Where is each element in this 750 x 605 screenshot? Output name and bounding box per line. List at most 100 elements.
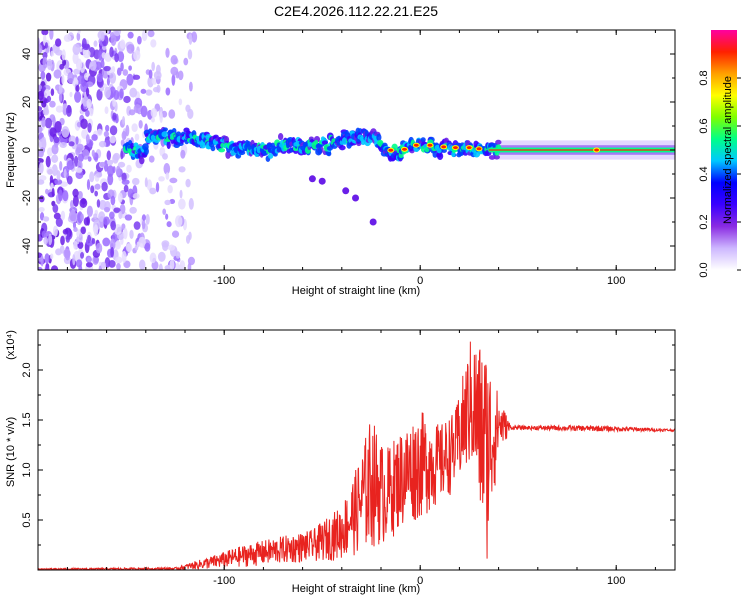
noise-blob — [165, 172, 170, 180]
noise-blob — [115, 165, 121, 177]
noise-blob — [87, 122, 92, 133]
noise-blob — [72, 194, 79, 207]
noise-blob — [54, 120, 62, 133]
noise-blob — [117, 50, 125, 63]
noise-blob — [123, 184, 129, 193]
noise-blob — [75, 167, 83, 173]
ridge-blob — [238, 150, 246, 156]
noise-blob — [49, 127, 57, 137]
noise-blob — [149, 252, 157, 264]
noise-blob — [165, 213, 169, 220]
noise-blob — [98, 140, 107, 148]
ridge-blob — [162, 127, 168, 132]
noise-blob — [82, 49, 91, 59]
ridge-blob — [161, 131, 169, 138]
noise-blob — [80, 226, 86, 235]
noise-blob — [90, 185, 95, 194]
noise-blob — [38, 195, 45, 203]
noise-blob — [103, 216, 110, 226]
noise-blob — [132, 177, 140, 186]
noise-blob — [150, 107, 158, 118]
noise-blob — [148, 155, 155, 163]
noise-blob — [85, 261, 93, 268]
noise-blob — [110, 195, 116, 206]
noise-blob — [45, 72, 52, 82]
noise-blob — [151, 117, 155, 123]
noise-blob — [102, 237, 111, 247]
side-blob — [342, 187, 350, 195]
noise-blob — [86, 179, 91, 191]
noise-blob — [166, 221, 172, 228]
noise-blob — [40, 255, 44, 267]
noise-blob — [120, 150, 124, 160]
noise-blob — [72, 188, 79, 198]
noise-blob — [86, 98, 92, 109]
noise-blob — [123, 95, 131, 104]
ridge-hotspot — [475, 146, 483, 152]
noise-blob — [127, 31, 134, 39]
x-tick-label: -100 — [213, 575, 235, 587]
noise-blob — [77, 30, 81, 35]
noise-blob — [138, 259, 146, 270]
noise-blob — [96, 89, 103, 101]
noise-blob — [121, 130, 127, 141]
noise-blob — [132, 193, 140, 199]
noise-blob — [61, 126, 70, 138]
noise-blob — [55, 217, 63, 227]
noise-blob — [85, 87, 90, 97]
ridge-blob — [218, 147, 226, 153]
noise-blob — [158, 263, 163, 270]
ridge-blob — [432, 151, 438, 158]
noise-blob — [95, 242, 103, 254]
ridge-blob — [488, 155, 496, 160]
noise-blob — [94, 190, 98, 197]
noise-blob — [151, 61, 155, 72]
side-blob — [318, 177, 326, 185]
noise-blob — [80, 118, 88, 130]
noise-blob — [52, 225, 58, 237]
noise-blob — [100, 31, 105, 42]
ridge-band — [122, 126, 675, 165]
noise-blob — [89, 60, 97, 71]
noise-blob — [51, 154, 59, 163]
noise-blob — [148, 69, 153, 79]
noise-blob — [155, 181, 160, 193]
noise-blob — [51, 144, 59, 155]
noise-blob — [45, 188, 49, 195]
noise-blob — [122, 69, 129, 76]
noise-blob — [44, 253, 50, 264]
noise-blob — [175, 251, 181, 259]
noise-blob — [110, 246, 115, 258]
side-blobs — [308, 175, 377, 226]
ridge-blob — [166, 141, 171, 150]
noise-blob — [161, 240, 170, 248]
noise-blob — [55, 49, 63, 56]
noise-blob — [98, 211, 106, 222]
noise-blob — [187, 49, 193, 60]
noise-blob — [115, 240, 121, 247]
noise-blob — [109, 72, 117, 84]
ridge-hotspot — [451, 145, 459, 151]
noise-blob — [48, 233, 53, 246]
noise-blob — [77, 191, 83, 200]
noise-blob — [114, 52, 119, 63]
noise-blob — [125, 243, 133, 253]
noise-blob — [78, 232, 83, 243]
noise-blob — [138, 119, 143, 129]
ridge-blob — [441, 148, 447, 153]
noise-blob — [96, 199, 101, 208]
noise-blob — [178, 70, 184, 81]
noise-blob — [167, 184, 173, 194]
ridge-hotspot — [387, 147, 395, 153]
noise-blob — [99, 161, 106, 168]
noise-blob — [75, 85, 80, 92]
noise-blob — [58, 92, 63, 103]
noise-blob — [119, 88, 124, 99]
colorbar-tick-label: 0.8 — [698, 70, 710, 85]
noise-blob — [91, 238, 96, 245]
noise-blob — [49, 175, 54, 184]
noise-blob — [98, 50, 102, 61]
noise-blob — [96, 73, 103, 83]
noise-blob — [60, 210, 66, 221]
noise-blob — [109, 135, 117, 144]
